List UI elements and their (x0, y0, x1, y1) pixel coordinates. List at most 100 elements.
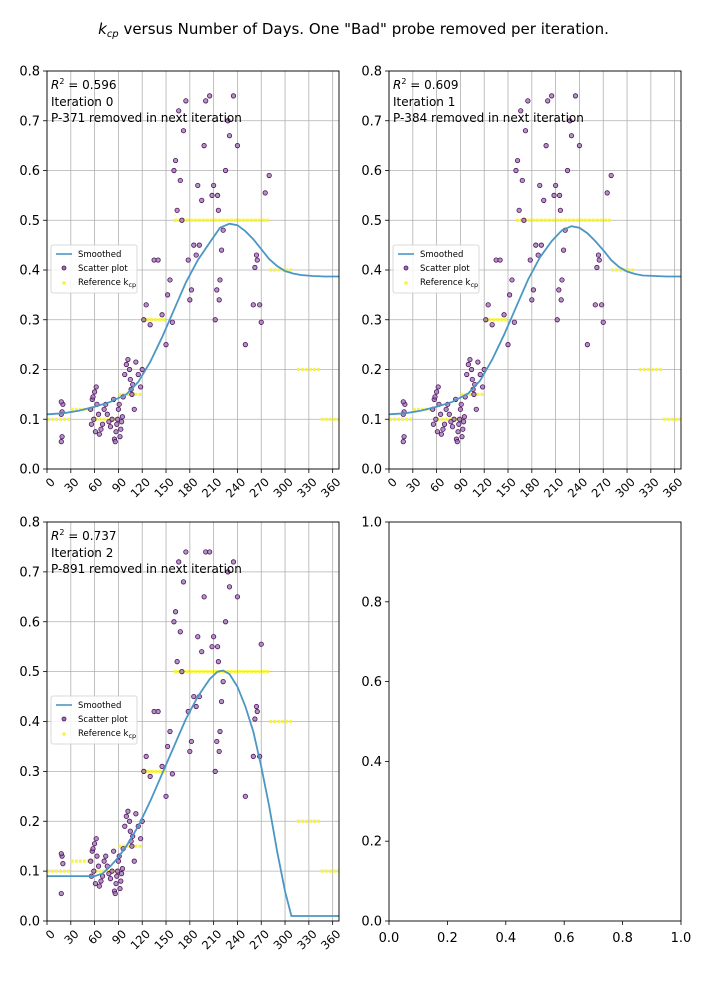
y-tick-label: 0.8 (19, 65, 40, 80)
scatter-point (169, 771, 175, 777)
scatter-point (126, 818, 133, 824)
scatter-point (109, 416, 115, 422)
x-tick-label: 120 (470, 475, 495, 500)
scatter-point (107, 876, 114, 882)
scatter-point (226, 584, 233, 590)
scatter-point (193, 703, 199, 710)
removed-probe-label: P-384 removed in next iteration (393, 111, 584, 125)
scatter-point (133, 811, 139, 817)
y-tick-label: 0.1 (19, 413, 40, 428)
scatter-point (455, 429, 461, 435)
x-tick-label: 0.0 (379, 931, 400, 946)
y-tick-label: 0.4 (19, 715, 40, 730)
scatter-point (459, 434, 465, 440)
scatter-point (525, 98, 531, 104)
smoothed-line (389, 225, 681, 416)
legend: Smoothed Scatter plot Reference kcp (392, 244, 480, 294)
x-tick-label: 180 (517, 475, 542, 500)
legend-scatter-label: Scatter plot (78, 264, 128, 274)
y-tick-label: 0.0 (19, 915, 40, 930)
scatter-point (88, 858, 94, 864)
scatter-point (115, 858, 122, 864)
r2-value: = 0.596 (64, 78, 116, 92)
r2-value: = 0.737 (64, 529, 116, 543)
scatter-point (242, 793, 248, 799)
scatter-point (584, 342, 590, 348)
scatter-point (604, 190, 610, 196)
axes-frame (388, 70, 682, 470)
scatter-point (211, 634, 217, 640)
scatter-point (196, 242, 202, 248)
y-tick-label: 0.6 (19, 615, 40, 630)
scatter-point (177, 177, 183, 184)
r2-annotation: R2 = 0.737 (51, 528, 116, 543)
scatter-point (467, 356, 473, 363)
scatter-point (125, 808, 131, 814)
x-tick-label: 210 (199, 927, 224, 952)
title-k-subscript: cp (107, 29, 119, 40)
scatter-point (138, 384, 144, 390)
legend-reference-text: Reference k (78, 729, 129, 739)
iteration-label: Iteration 2 (51, 546, 113, 560)
scatter-point (113, 880, 119, 887)
scatter-point (437, 411, 444, 417)
scatter-point (126, 366, 133, 373)
y-tick-label: 0.2 (361, 835, 382, 850)
legend-smoothed-label: Smoothed (420, 250, 463, 260)
scatter-point (214, 644, 221, 650)
scatter-point (218, 247, 225, 253)
x-tick-label: 150 (151, 475, 176, 500)
legend-scatter-label: Scatter plot (420, 264, 470, 274)
y-tick-label: 0.4 (361, 755, 382, 770)
scatter-point (179, 217, 185, 223)
y-tick-label: 0.6 (361, 164, 382, 179)
scatter-point (530, 287, 537, 293)
scatter-point (111, 848, 117, 854)
scatter-point (434, 429, 441, 435)
removed-probe-label: P-371 removed in next iteration (51, 111, 242, 125)
scatter-point (441, 421, 448, 427)
scatter-point (400, 399, 406, 405)
x-tick-label: 120 (128, 475, 153, 500)
scatter-point (438, 431, 444, 437)
scatter-point (112, 439, 118, 445)
plot-area (47, 549, 339, 917)
scatter-point (171, 167, 177, 174)
scatter-point (567, 118, 573, 124)
iteration-label: Iteration 0 (51, 95, 113, 109)
x-tick-label: 180 (175, 475, 200, 500)
x-tick-label: 300 (270, 927, 295, 952)
y-tick-label: 0.7 (19, 565, 40, 580)
scatter-point (118, 426, 124, 432)
scatter-point (234, 143, 241, 149)
scatter-point (430, 421, 437, 427)
legend-reference-label: Reference kcp (78, 278, 136, 289)
scatter-point (93, 384, 99, 390)
scatter-point (469, 376, 475, 383)
legend-reference-swatch (62, 732, 66, 736)
legend-reference-swatch (404, 281, 408, 285)
legend-scatter-swatch (61, 265, 67, 271)
scatter-point (125, 356, 131, 363)
r2-annotation: R2 = 0.596 (51, 77, 116, 92)
legend-box (50, 695, 138, 745)
scatter-point (131, 406, 137, 412)
scatter-point (94, 853, 100, 859)
legend-scatter-swatch (61, 716, 67, 722)
x-tick-label: 0 (43, 927, 58, 942)
scatter-point (529, 297, 535, 303)
y-tick-label: 0.0 (19, 463, 40, 478)
scatter-point (212, 317, 218, 323)
scatter-point (119, 866, 125, 872)
scatter-point (460, 426, 466, 432)
scatter-point (127, 376, 133, 383)
legend-scatter-label: Scatter plot (78, 715, 128, 725)
legend-reference-label: Reference kcp (78, 729, 136, 740)
y-tick-label: 0.2 (19, 363, 40, 378)
scatter-point (176, 559, 182, 565)
scatter-point (560, 247, 567, 253)
scatter-point (451, 416, 457, 422)
scatter-point (96, 431, 102, 437)
